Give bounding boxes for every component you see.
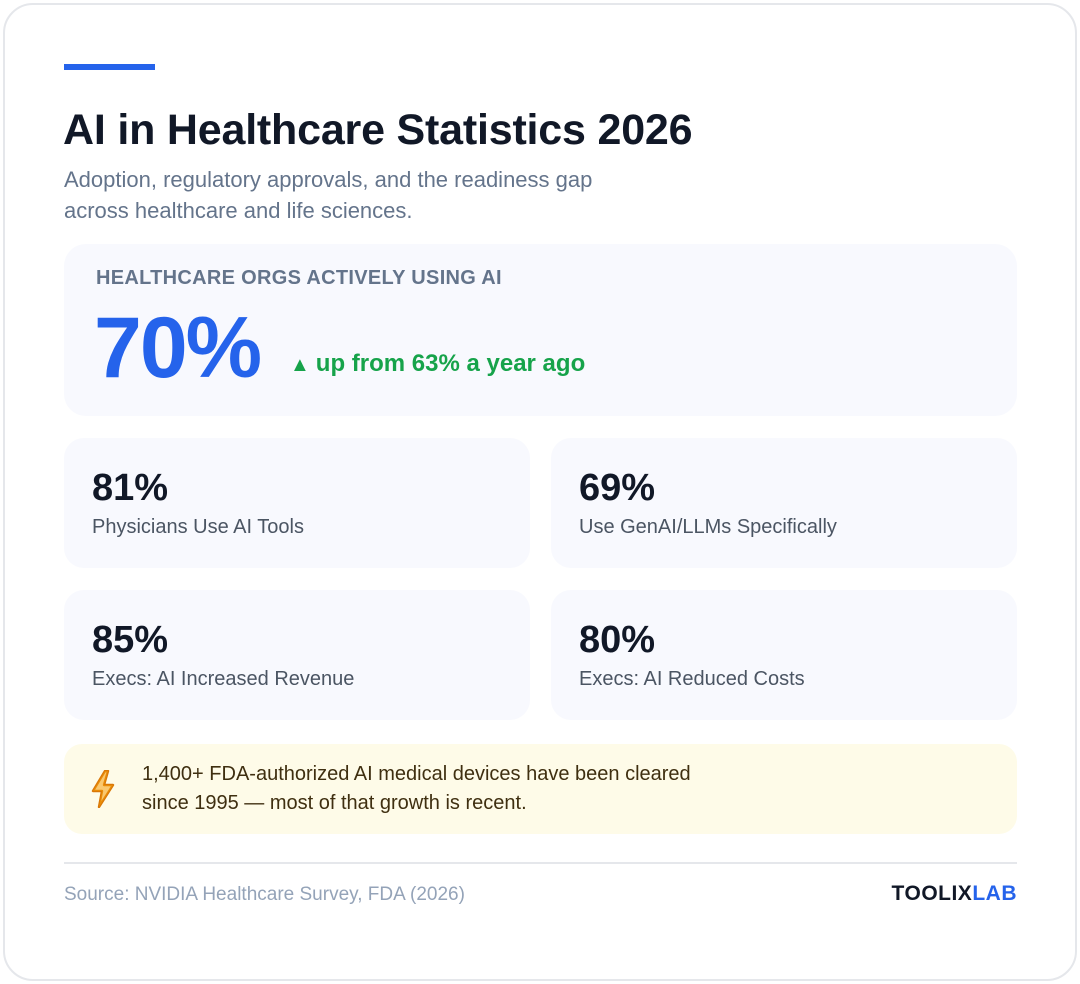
footer-divider (64, 862, 1017, 864)
source-citation: Source: NVIDIA Healthcare Survey, FDA (2… (64, 884, 465, 905)
hero-delta-text: up from 63% a year ago (315, 350, 586, 377)
up-arrow-icon: ▲ (290, 354, 310, 376)
stat-label: Execs: AI Increased Revenue (92, 668, 355, 690)
stat-value: 80% (579, 619, 656, 661)
hero-stat-label: HEALTHCARE ORGS ACTIVELY USING AI (96, 267, 502, 289)
stat-card-revenue: 85% Execs: AI Increased Revenue (64, 590, 530, 720)
fda-note-callout: 1,400+ FDA-authorized AI medical devices… (64, 744, 1017, 834)
stat-card-genai: 69% Use GenAI/LLMs Specifically (551, 438, 1017, 568)
hero-stat-value: 70% (94, 300, 262, 396)
stat-label: Use GenAI/LLMs Specifically (579, 516, 837, 538)
stat-value: 85% (92, 619, 169, 661)
stat-label: Physicians Use AI Tools (92, 516, 304, 538)
brand-logo-part2: LAB (972, 882, 1017, 905)
lightning-bolt-icon (91, 770, 115, 808)
page-title: AI in Healthcare Statistics 2026 (63, 106, 693, 154)
hero-stat-panel: HEALTHCARE ORGS ACTIVELY USING AI 70% ▲ u… (64, 244, 1017, 416)
stat-label: Execs: AI Reduced Costs (579, 668, 805, 690)
stat-value: 69% (579, 467, 656, 509)
stat-card-costs: 80% Execs: AI Reduced Costs (551, 590, 1017, 720)
page-subtitle: Adoption, regulatory approvals, and the … (64, 167, 593, 223)
brand-logo-part1: TOOLIX (891, 882, 973, 905)
hero-stat-delta: ▲ up from 63% a year ago (290, 350, 585, 378)
brand-logo: TOOLIXLAB (892, 882, 1017, 906)
stat-value: 81% (92, 467, 169, 509)
note-text: 1,400+ FDA-authorized AI medical devices… (142, 763, 691, 814)
stat-card-physicians: 81% Physicians Use AI Tools (64, 438, 530, 568)
accent-bar (64, 64, 155, 70)
